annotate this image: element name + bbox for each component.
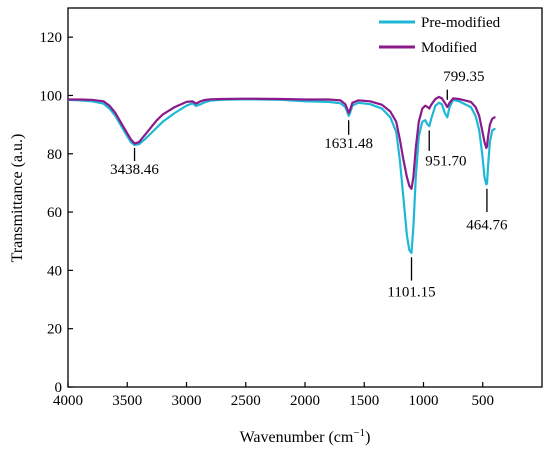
peak-label: 464.76 <box>466 218 508 234</box>
peak-label: 1631.48 <box>324 136 373 152</box>
y-tick-label: 0 <box>55 380 63 396</box>
legend: Pre-modified Modified <box>379 15 501 56</box>
plot-frame <box>67 7 543 388</box>
y-tick-label: 60 <box>47 205 62 221</box>
x-tick-label: 1000 <box>409 393 439 409</box>
x-tick-label: 3000 <box>172 393 202 409</box>
x-tick-label: 1500 <box>349 393 379 409</box>
legend-label-pre-modified: Pre-modified <box>421 15 501 31</box>
y-axis-title: Transmittance (a.u.) <box>9 134 26 263</box>
x-tick-label: 2500 <box>231 393 261 409</box>
x-tick-label: 3500 <box>112 393 142 409</box>
x-tick-label: 500 <box>472 393 495 409</box>
peak-label: 3438.46 <box>110 162 159 178</box>
y-tick-label: 80 <box>47 147 62 163</box>
y-tick-label: 40 <box>47 263 62 279</box>
peak-label: 951.70 <box>425 153 466 169</box>
x-tick-label: 4000 <box>53 393 83 409</box>
y-tick-label: 120 <box>40 30 63 46</box>
series-line-modified <box>66 95 496 190</box>
tick-layer: 4000 3500 3000 2500 2000 1500 1000 500 0 20 40 60 80… <box>40 30 495 409</box>
peak-label: 1101.15 <box>387 285 435 301</box>
annotation-layer: 3438.46 1631.48 1101.15 951.70 799.35 464.76 <box>110 69 508 301</box>
y-tick-label: 20 <box>47 322 62 338</box>
x-axis-title: Wavenumber (cm−1) <box>240 427 371 446</box>
series-layer <box>66 95 496 254</box>
x-tick-label: 2000 <box>290 393 320 409</box>
y-tick-label: 100 <box>40 88 63 104</box>
series-line-pre-modified <box>66 98 496 254</box>
legend-label-modified: Modified <box>421 40 477 56</box>
peak-label: 799.35 <box>443 69 484 85</box>
